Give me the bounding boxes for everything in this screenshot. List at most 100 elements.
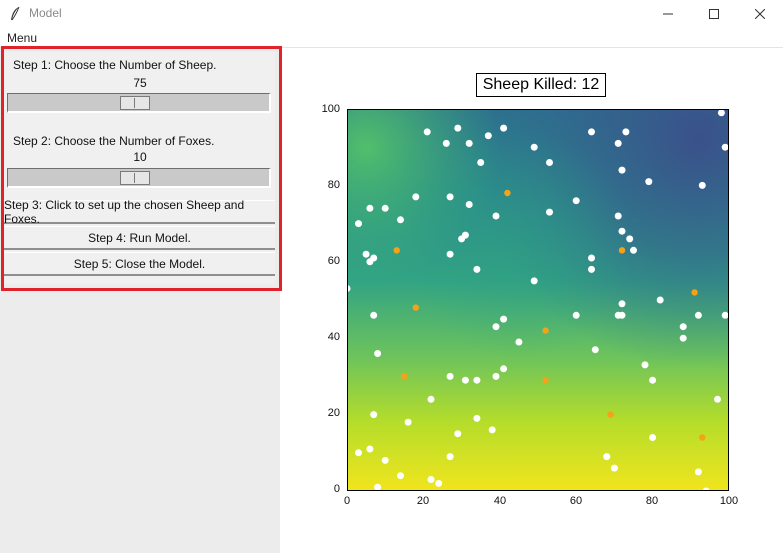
sheep-point [618,300,626,308]
fox-slider[interactable] [7,168,271,188]
sheep-point [492,323,500,331]
sheep-point [397,472,404,480]
x-tick-label: 80 [645,495,659,507]
fox-point [699,434,706,441]
fox-point [412,304,419,311]
sheep-point [355,220,362,228]
plot-frame [347,109,729,491]
sheep-point [461,376,469,384]
sheep-point [381,204,389,212]
sheep-point [381,456,389,464]
sheep-point [588,265,595,273]
sheep-point [370,411,378,419]
fox-point [542,377,549,384]
sheep-point [679,323,687,331]
close-button[interactable] [737,0,783,28]
sheep-point [714,395,721,403]
sheep-point [630,246,637,254]
sheep-point [370,311,378,319]
sheep-point [588,254,595,262]
sheep-point [362,250,370,258]
sheep-point [473,376,481,384]
sheep-point [610,464,618,472]
sheep-point [484,132,492,140]
sheep-point [465,139,473,147]
sheep-point [374,483,382,491]
window-title: Model [29,6,62,20]
x-tick-label: 20 [416,495,430,507]
sheep-point [649,376,657,384]
sheep-point [427,476,435,483]
sheep-point [694,468,702,476]
sheep-point [515,338,523,346]
sheep-point [412,193,420,201]
sheep-point [473,414,481,422]
sheep-point [698,181,706,189]
step1-label: Step 1: Choose the Number of Sheep. [13,58,217,72]
fox-point [504,189,511,197]
fox-point [401,373,408,380]
y-tick-label: 100 [321,103,340,115]
maximize-button[interactable] [691,0,737,28]
sheep-point [366,445,374,453]
y-tick-label: 0 [333,483,340,495]
sheep-point [546,208,553,216]
sheep-point [446,193,454,201]
sheep-point [404,418,412,426]
minimize-button[interactable] [645,0,691,28]
fox-point [393,247,400,254]
fox-point [691,289,698,296]
sheep-point [461,231,469,239]
x-tick-label: 0 [343,495,351,507]
maximize-icon [709,9,719,19]
menu-bar: Menu [0,28,783,48]
sheep-point [366,204,374,212]
sheep-point [679,334,687,342]
sheep-point [465,201,473,208]
y-tick-label: 60 [327,255,340,267]
sheep-point [435,479,443,487]
setup-button[interactable]: Step 3: Click to set up the chosen Sheep… [4,198,275,226]
sheep-point [423,128,431,136]
sheep-point [618,311,626,319]
step2-label: Step 2: Choose the Number of Foxes. [13,134,215,148]
y-tick-label: 20 [327,407,340,419]
sheep-point [355,449,362,457]
sheep-point [641,361,649,369]
fox-point [542,327,549,334]
fox-count-value: 10 [133,150,147,164]
x-tick-label: 60 [569,495,583,507]
sheep-point [488,426,496,434]
environment-plot [347,109,729,491]
sheep-point [454,124,462,132]
sheep-point [626,235,634,243]
title-bar: Model [0,0,783,28]
sheep-point [721,143,729,151]
sheep-slider[interactable] [7,93,271,113]
sheep-point [530,277,538,285]
fox-slider-thumb[interactable] [120,171,150,185]
sheep-point [492,372,500,380]
sheep-point [500,124,508,132]
sheep-point [374,350,382,357]
sheep-point [454,430,462,438]
sheep-point [500,315,508,323]
menu-item[interactable]: Menu [7,31,38,45]
y-tick-label: 40 [327,331,340,343]
sheep-point [397,216,404,224]
y-tick-label: 80 [327,179,340,191]
sheep-point [721,311,729,319]
sheep-point [649,434,657,441]
fox-point [618,247,626,254]
sheep-point [618,166,626,174]
sheep-point [588,128,595,136]
sheep-point [446,372,454,380]
sheep-slider-thumb[interactable] [120,96,150,110]
run-model-button[interactable]: Step 4: Run Model. [4,226,275,250]
sheep-point [477,159,485,166]
sheep-point [427,395,435,403]
sheep-point [473,265,481,273]
sheep-point [492,212,500,220]
sheep-point [500,365,508,373]
close-model-button[interactable]: Step 5: Close the Model. [4,252,275,276]
